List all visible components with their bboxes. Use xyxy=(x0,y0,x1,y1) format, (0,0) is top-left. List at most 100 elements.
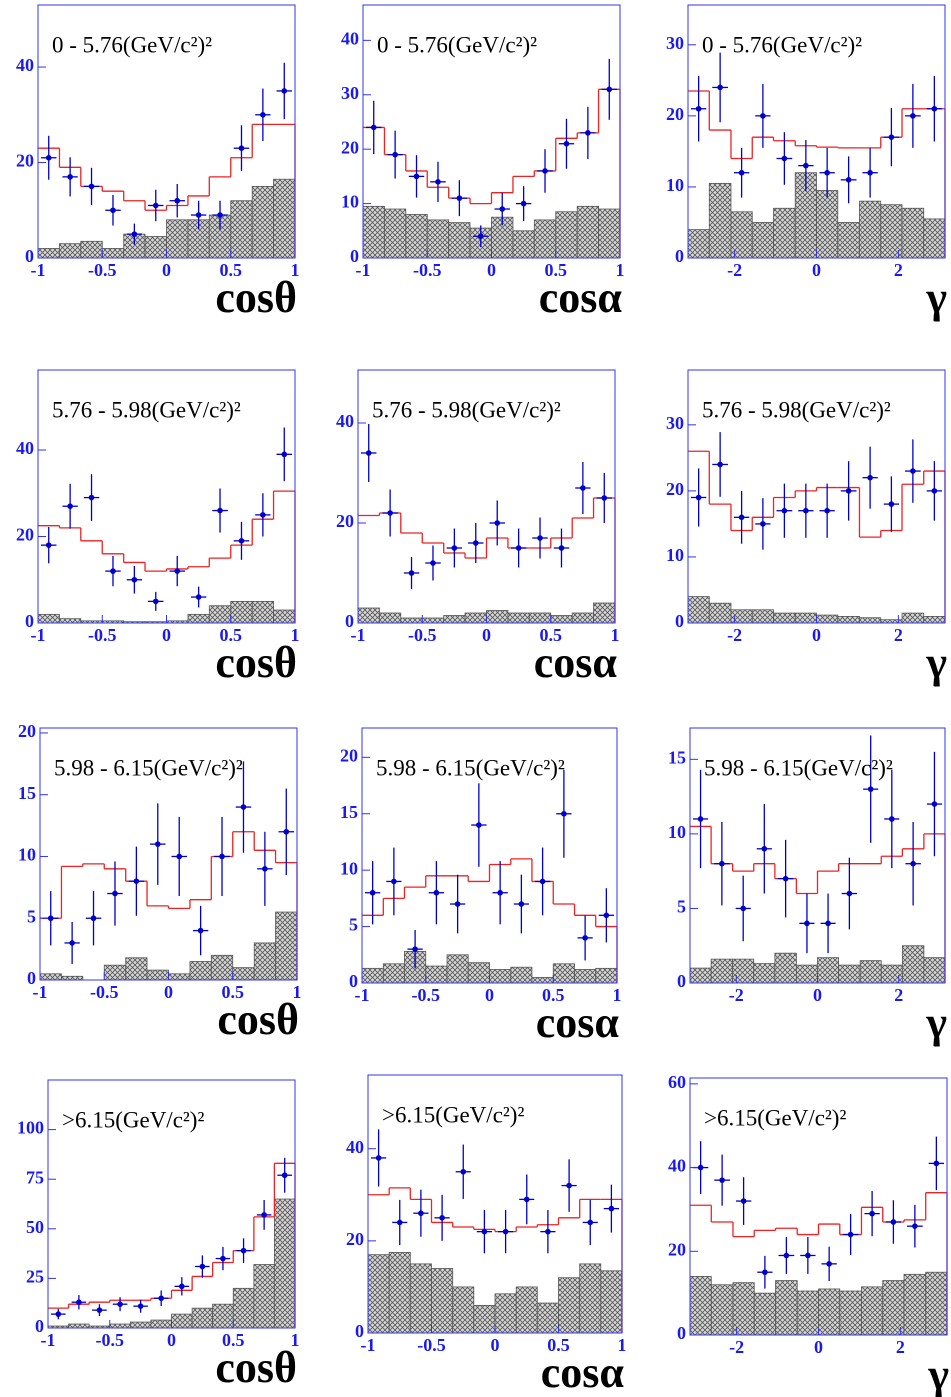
x-tick-label: -1 xyxy=(33,982,48,1002)
background-bar xyxy=(367,1254,390,1334)
data-point xyxy=(867,474,873,481)
data-point xyxy=(606,86,613,93)
background-bar xyxy=(818,1288,841,1336)
background-bar xyxy=(923,615,946,624)
data-point xyxy=(55,1311,62,1317)
background-bar xyxy=(448,222,471,259)
background-bar xyxy=(689,1276,712,1336)
y-tick-label: 15 xyxy=(18,783,36,803)
data-point xyxy=(460,1168,467,1175)
x-tick-label: 0 xyxy=(482,625,491,645)
background-bar xyxy=(232,1287,255,1329)
data-point xyxy=(783,1252,790,1259)
data-point xyxy=(260,111,266,118)
background-bar xyxy=(751,222,774,259)
x-tick-label: -1 xyxy=(361,1335,376,1355)
background-bar xyxy=(796,1290,819,1336)
background-bar xyxy=(421,617,445,624)
y-tick-label: 40 xyxy=(341,28,359,48)
data-point xyxy=(281,88,288,94)
background-bar xyxy=(230,200,253,259)
data-point xyxy=(281,1172,288,1179)
x-tick-label: 1 xyxy=(291,260,300,280)
data-point xyxy=(782,875,789,882)
x-axis-label: cosθ xyxy=(215,273,297,322)
x-tick-label: 0 xyxy=(164,982,173,1002)
background-bar xyxy=(901,945,925,984)
data-point xyxy=(824,507,830,514)
background-bar xyxy=(59,243,82,259)
y-tick-label: 20 xyxy=(18,721,36,741)
data-point xyxy=(179,1283,185,1290)
x-axis-label: cosα xyxy=(536,998,620,1047)
x-tick-label: 1 xyxy=(291,625,300,645)
y-tick-label: 0 xyxy=(675,246,684,266)
y-tick-label: 20 xyxy=(336,511,354,531)
data-point xyxy=(69,940,75,946)
background-bar xyxy=(37,613,60,624)
data-point xyxy=(197,927,204,934)
data-point xyxy=(805,1252,811,1259)
background-bar xyxy=(512,230,535,259)
data-point xyxy=(762,1269,768,1276)
background-bar xyxy=(494,1293,517,1334)
data-point xyxy=(826,1261,832,1267)
background-bar xyxy=(486,610,509,624)
y-tick-label: 20 xyxy=(16,525,34,545)
background-bar xyxy=(751,609,774,624)
background-bar xyxy=(191,1307,214,1329)
background-bar xyxy=(467,962,490,984)
data-point xyxy=(110,568,116,574)
data-point xyxy=(867,786,874,792)
panel-title: 5.98 - 6.15(GeV/c²)² xyxy=(54,755,243,780)
data-point xyxy=(133,878,140,884)
x-tick-label: 0 xyxy=(162,260,171,280)
y-tick-label: 20 xyxy=(346,1229,364,1249)
x-tick-label: -2 xyxy=(729,1337,744,1357)
background-bar xyxy=(816,614,839,624)
background-bar xyxy=(515,1286,538,1334)
x-tick-label: 2 xyxy=(894,985,903,1005)
data-point xyxy=(392,151,398,158)
data-point xyxy=(481,1228,488,1235)
data-point xyxy=(369,889,376,896)
background-bar xyxy=(753,963,776,984)
background-bar xyxy=(925,1271,948,1336)
background-bar xyxy=(426,219,450,259)
x-tick-label: -2 xyxy=(727,260,742,280)
y-tick-label: 40 xyxy=(16,55,34,75)
data-point xyxy=(582,935,588,941)
data-point xyxy=(781,507,788,514)
panel-title: 5.98 - 6.15(GeV/c²)² xyxy=(376,755,565,780)
data-point xyxy=(238,538,245,544)
x-tick-label: 2 xyxy=(896,1337,905,1357)
panel-title: 0 - 5.76(GeV/c²)² xyxy=(377,32,537,57)
background-bar xyxy=(232,967,255,981)
data-point xyxy=(697,1164,704,1171)
data-point xyxy=(131,576,138,583)
data-point xyxy=(158,1295,164,1302)
background-bar xyxy=(212,1303,234,1329)
x-tick-label: -1 xyxy=(31,625,46,645)
x-tick-label: 0.5 xyxy=(220,625,243,645)
data-point xyxy=(695,494,702,501)
panel-title: 5.76 - 5.98(GeV/c²)² xyxy=(52,397,241,422)
x-axis-label: cosα xyxy=(541,1348,625,1397)
y-tick-label: 5 xyxy=(349,915,358,935)
background-bar xyxy=(464,612,487,624)
background-bar xyxy=(552,963,575,984)
y-tick-label: 50 xyxy=(26,1217,44,1237)
data-point xyxy=(601,495,608,501)
background-bar xyxy=(753,1292,776,1336)
background-bar xyxy=(275,911,298,981)
background-bar xyxy=(39,973,62,981)
data-point xyxy=(418,1210,424,1217)
x-axis-label: cosθ xyxy=(217,995,299,1044)
data-point xyxy=(387,510,393,516)
y-tick-label: 0 xyxy=(345,611,354,631)
background-bar xyxy=(68,1323,90,1329)
background-bar xyxy=(80,240,103,259)
data-point xyxy=(738,169,745,176)
data-point xyxy=(738,514,745,521)
data-point xyxy=(558,545,565,551)
